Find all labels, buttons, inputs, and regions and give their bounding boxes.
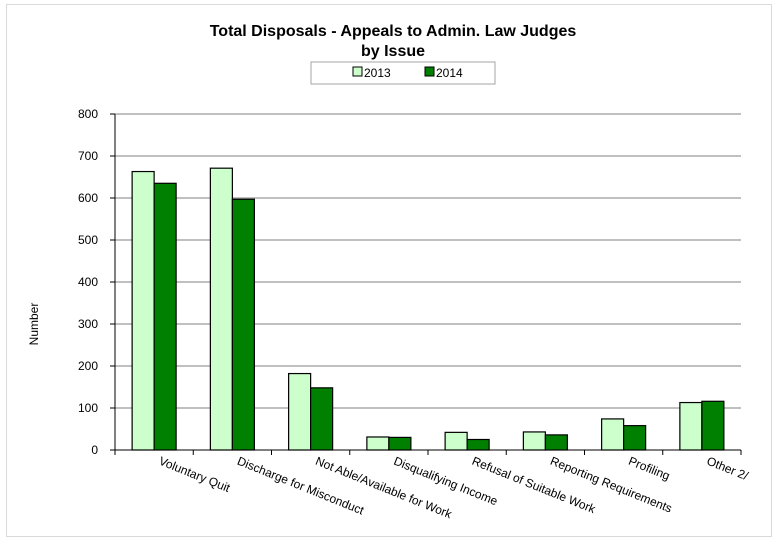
bar-2013 [288,372,312,451]
legend-swatch-2013 [352,66,363,77]
x-tick-labels: Voluntary Quit Discharge for MisconductNo… [157,454,751,522]
y-tick-label: 200 [78,359,98,373]
legend-label-2013: 2013 [364,66,391,80]
bar-2014 [544,434,568,451]
bar-2014 [153,182,177,451]
bar-2014 [701,400,725,451]
gridlines [110,113,741,451]
legend-box [310,61,496,85]
bar-2013 [209,167,233,451]
bars [131,167,725,451]
x-tick-label: Other 2/ [705,454,751,483]
y-tick-label: 500 [78,233,98,247]
y-tick-label: 100 [78,401,98,415]
bar-2014 [623,425,647,451]
chart-subtitle: by Issue [361,43,425,60]
legend-swatch-2014 [424,66,435,77]
bar-2014 [231,198,255,451]
y-tick-label: 800 [78,107,98,121]
y-tick-label: 700 [78,149,98,163]
bar-2013 [131,170,155,451]
y-tick-label: 400 [78,275,98,289]
bar-2013 [601,418,625,451]
bar-2013 [679,401,703,451]
x-tick-label: Profiling [627,454,672,483]
x-tick-label: Voluntary Quit [157,454,233,495]
y-tick-labels: 0 100 200 300 400 500 600 700 800 [78,107,98,457]
y-tick-label: 600 [78,191,98,205]
legend-label-2014: 2014 [436,66,463,80]
y-tick-label: 0 [91,443,98,457]
bar-2013 [522,431,546,451]
x-tick-label: Not Able/Available for Work [314,454,455,522]
bar-2013 [366,436,390,451]
axes [114,114,742,455]
chart-title: Total Disposals - Appeals to Admin. Law … [210,23,577,40]
y-axis-label: Number [27,303,41,346]
bar-2014 [310,387,334,451]
x-tick-label: Discharge for Misconduct [235,454,366,518]
y-tick-label: 300 [78,317,98,331]
legend: 2013 2014 [310,61,496,85]
bar-2014 [388,436,412,451]
bar-2014 [466,438,490,451]
bar-2013 [444,431,468,451]
